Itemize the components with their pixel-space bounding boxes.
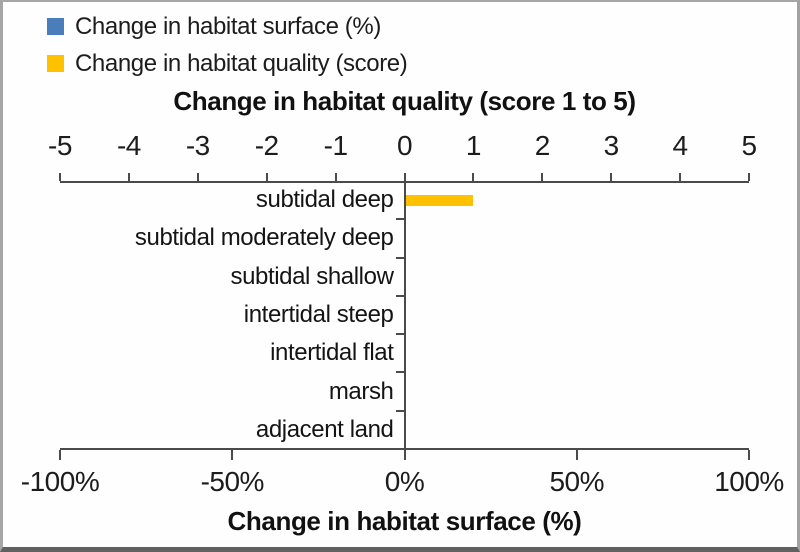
top-axis-title: Change in habitat quality (score 1 to 5) (173, 86, 636, 116)
quality-bar (405, 194, 474, 206)
top-axis-tick (610, 173, 613, 181)
bottom-axis-tick (403, 450, 406, 460)
top-axis-tick (403, 173, 406, 181)
category-axis-line (403, 181, 406, 449)
category-boundary-tick (395, 333, 404, 336)
category-label: adjacent land (255, 415, 394, 443)
top-axis-tick-label: -3 (185, 130, 210, 161)
top-axis-tick-label: 2 (534, 130, 551, 161)
category-label: intertidal flat (270, 339, 394, 367)
top-axis-tick-label: 5 (741, 130, 757, 161)
top-axis-tick (127, 173, 130, 181)
bottom-axis-tick (748, 450, 750, 460)
category-label: subtidal deep (255, 186, 394, 214)
legend-label-surface: Change in habitat surface (%) (75, 12, 381, 40)
category-label: subtidal moderately deep (134, 224, 394, 252)
bottom-axis-tick-label: 0% (384, 466, 425, 497)
bottom-axis-tick-label: 50% (549, 466, 605, 497)
top-axis-tick-label: 3 (603, 130, 620, 161)
top-axis-tick (472, 173, 475, 181)
top-axis-tick (265, 173, 268, 181)
bottom-axis-title: Change in habitat surface (%) (227, 506, 582, 536)
category-boundary-tick (395, 256, 404, 259)
bottom-axis-tick-label: -50% (200, 466, 265, 497)
legend: Change in habitat surface (%) Change in … (47, 8, 408, 82)
category-label: marsh (328, 377, 394, 405)
top-axis-tick-label: -5 (48, 130, 72, 161)
top-axis-tick (334, 173, 337, 181)
top-axis-tick-label: 1 (465, 130, 482, 161)
legend-label-quality: Change in habitat quality (score) (75, 49, 408, 77)
top-axis-tick-label: 0 (396, 130, 413, 161)
bottom-axis-tick (575, 450, 578, 460)
bottom-axis-line (60, 448, 749, 450)
category-label: subtidal shallow (230, 262, 394, 290)
top-axis-tick (541, 173, 544, 181)
legend-item-surface: Change in habitat surface (%) (47, 8, 407, 45)
top-axis-tick (59, 173, 61, 181)
legend-item-quality: Change in habitat quality (score) (47, 45, 408, 82)
legend-swatch-quality-icon (47, 55, 64, 72)
top-axis-tick (748, 173, 750, 181)
category-boundary-tick (395, 294, 404, 297)
top-axis-tick-label: -1 (323, 130, 348, 161)
category-label: intertidal steep (243, 300, 394, 328)
category-boundary-tick (395, 409, 404, 412)
top-axis-tick-label: 4 (672, 130, 689, 161)
bottom-axis-tick (59, 450, 61, 460)
category-boundary-tick (395, 371, 404, 374)
bottom-axis-tick-label: -100% (20, 466, 100, 497)
bottom-axis-tick-label: 100% (714, 466, 784, 497)
top-axis-tick (196, 173, 199, 181)
legend-swatch-surface-icon (47, 18, 64, 35)
category-boundary-tick (395, 218, 404, 221)
top-axis-tick-label: -2 (254, 130, 279, 161)
top-axis-tick-label: -4 (116, 130, 141, 161)
top-axis-tick (679, 173, 682, 181)
bottom-axis-tick (231, 450, 234, 460)
